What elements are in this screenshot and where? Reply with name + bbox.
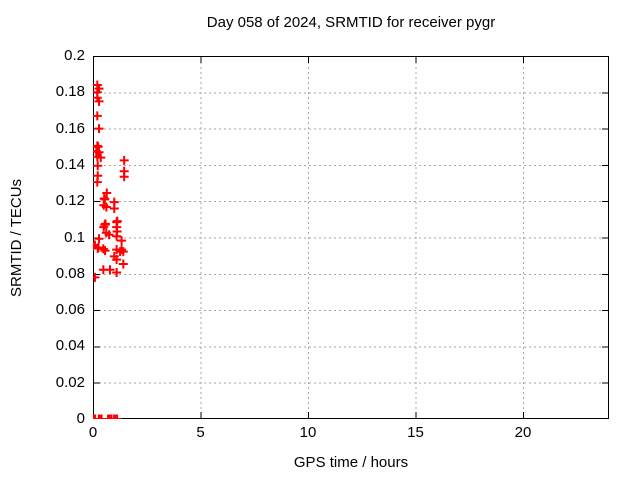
x-tick-label: 20 (514, 424, 532, 441)
data-point-marker (105, 265, 115, 275)
y-tick-label: 0.1 (64, 228, 85, 246)
data-point-marker (102, 188, 112, 198)
data-point-marker (93, 111, 102, 121)
data-point-marker (112, 231, 122, 241)
y-tick-label: 0.06 (55, 301, 85, 319)
data-point-marker (105, 414, 115, 419)
data-point-marker (117, 236, 127, 246)
chart-title: Day 058 of 2024, SRMTID for receiver pyg… (206, 14, 496, 31)
plot-area (93, 56, 609, 419)
y-axis-label: SRMTID / TECUs (8, 178, 25, 297)
x-axis-label: GPS time / hours (293, 454, 409, 471)
y-tick-label: 0.16 (55, 119, 85, 137)
data-point-marker (93, 272, 100, 282)
data-point-marker (94, 124, 104, 134)
data-point-marker (93, 242, 103, 252)
data-point-marker (93, 414, 99, 419)
y-tick-label: 0.02 (55, 373, 85, 391)
y-tick-label: 0.18 (55, 83, 85, 101)
data-point-marker (99, 222, 109, 232)
data-point-marker (98, 244, 108, 254)
y-tick-label: 0.08 (55, 264, 85, 282)
y-tick-label: 0.14 (55, 155, 85, 173)
data-point-marker (94, 147, 104, 157)
data-point-marker (109, 203, 119, 213)
data-point-marker (100, 194, 110, 204)
data-point-marker (118, 247, 128, 257)
x-tick-label: 10 (299, 424, 317, 441)
x-tick-label: 15 (407, 424, 424, 441)
data-point-marker (95, 414, 105, 419)
data-point-marker (101, 202, 111, 212)
x-tick-label: 0 (88, 424, 98, 441)
data-point-marker (93, 414, 100, 419)
data-point-marker (100, 246, 110, 256)
data-point-marker (117, 245, 127, 255)
data-point-marker (104, 230, 114, 240)
data-point-marker (111, 414, 121, 419)
data-point-marker (103, 414, 113, 419)
data-point-marker (94, 414, 104, 419)
data-point-marker (96, 153, 106, 163)
y-tick-label: 0.12 (55, 192, 85, 210)
data-point-marker (119, 172, 129, 182)
data-point-marker (93, 161, 103, 171)
data-point-marker (97, 414, 107, 419)
x-tick-label: 5 (196, 424, 205, 441)
data-point-marker (119, 155, 129, 165)
data-point-marker (118, 259, 128, 269)
data-point-marker (112, 414, 122, 419)
data-point-marker (109, 414, 119, 419)
data-point-marker (112, 268, 122, 278)
data-point-marker (93, 177, 102, 187)
y-tick-label: 0 (76, 410, 85, 427)
data-point-marker (94, 234, 104, 244)
data-point-marker (94, 96, 104, 106)
y-tick-label: 0.04 (55, 337, 85, 355)
data-point-marker (106, 414, 116, 419)
data-point-marker (112, 255, 122, 265)
data-point-marker (93, 241, 98, 251)
y-tick-label: 0.2 (64, 47, 85, 64)
plot-border (93, 56, 609, 419)
